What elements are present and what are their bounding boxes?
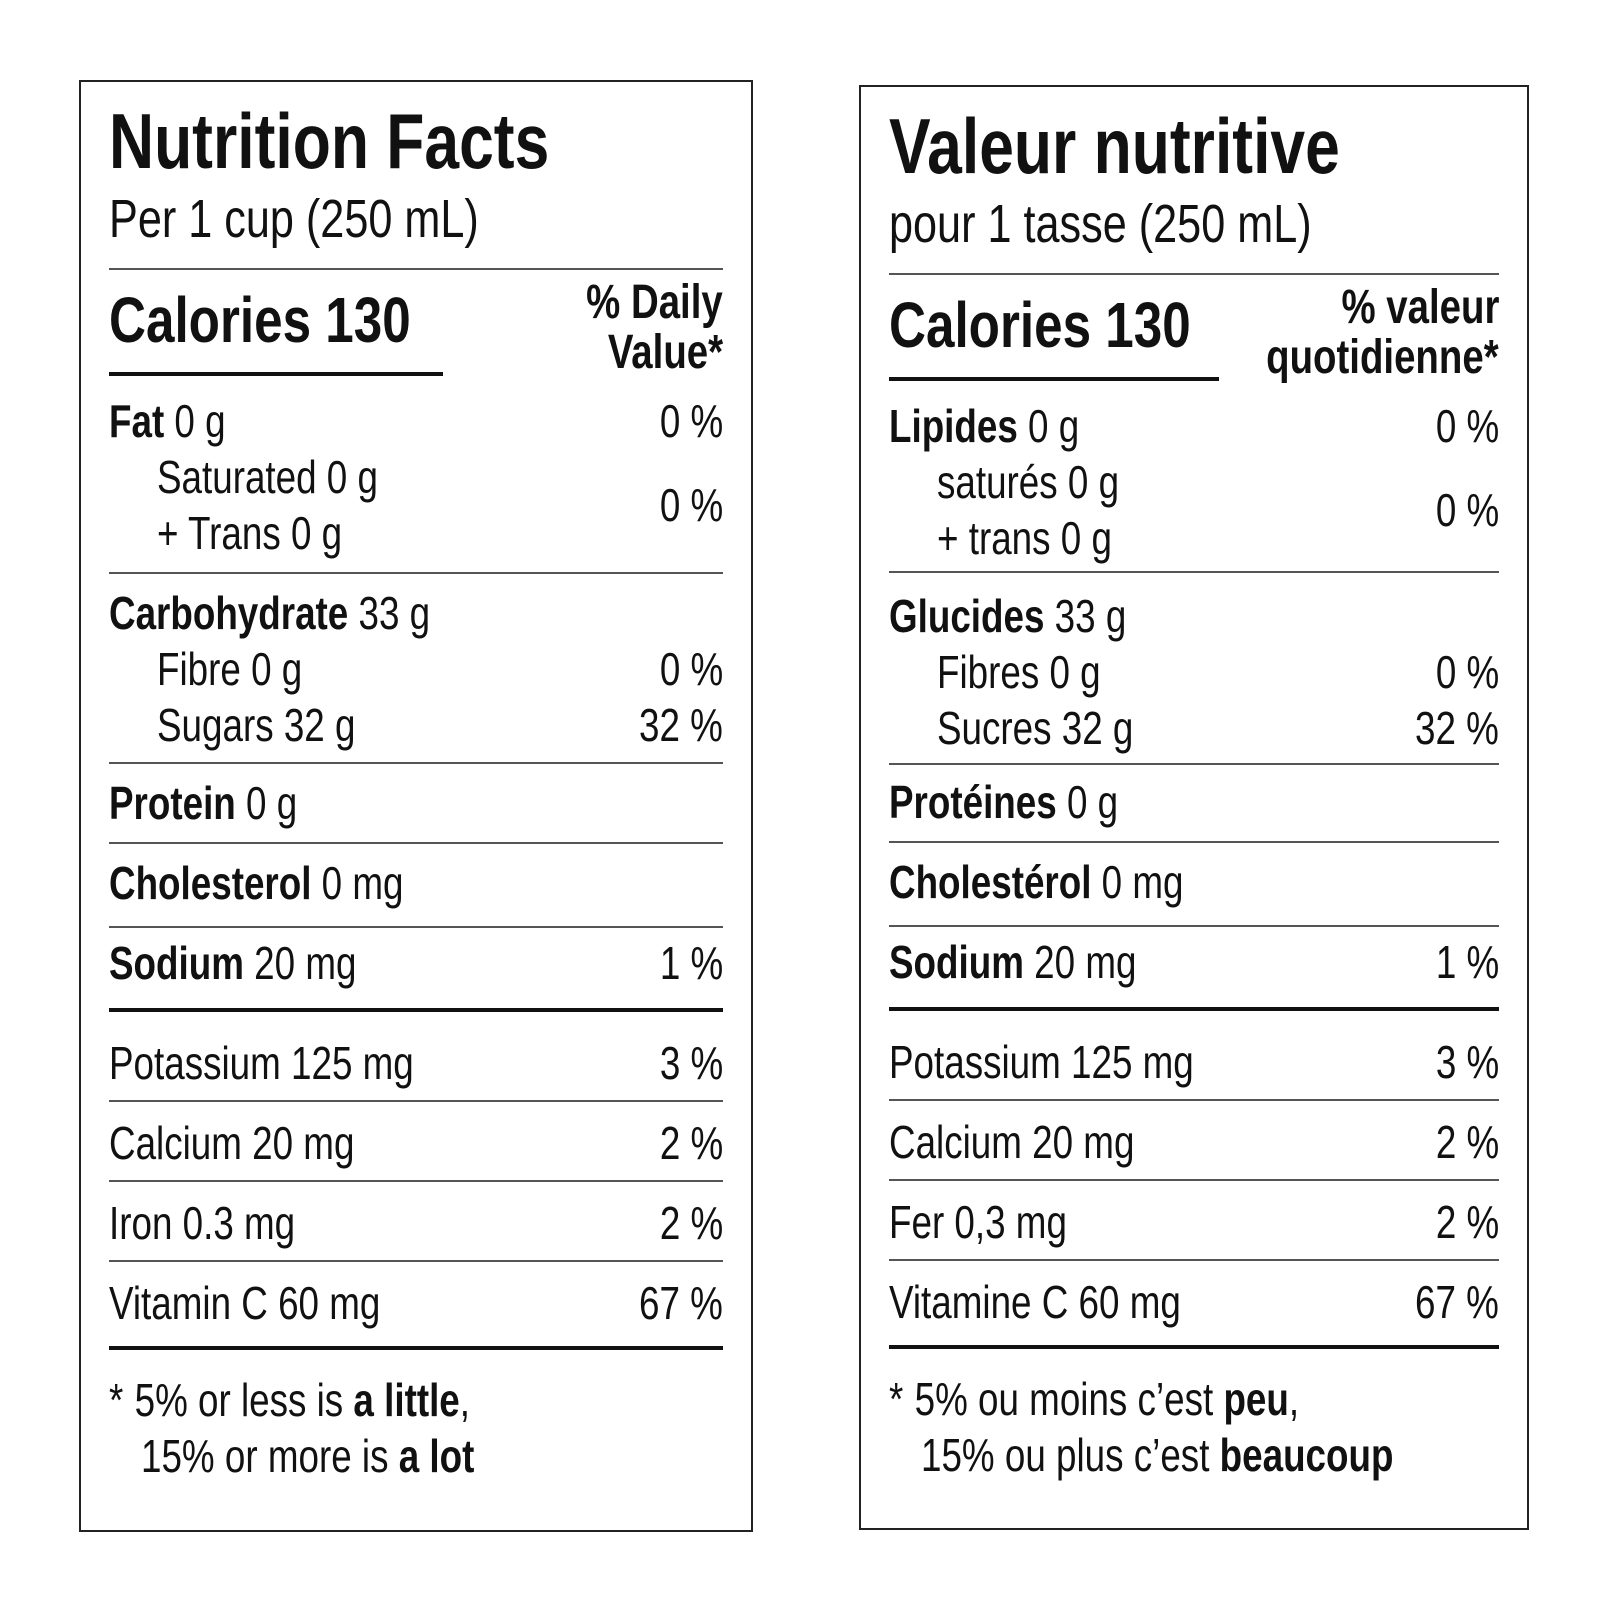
divider xyxy=(109,572,723,574)
divider xyxy=(109,926,723,928)
nutrient-row-potassium: Potassium 125 mg 3 % xyxy=(889,1036,1499,1088)
divider xyxy=(109,762,723,764)
daily-value-header: % valeur quotidienne* xyxy=(1266,281,1499,384)
nutrient-row-satures: saturés 0 g xyxy=(937,456,1120,508)
daily-value-header: % Daily Value* xyxy=(586,276,723,379)
panel-title: Valeur nutritive xyxy=(889,102,1340,190)
nutrient-row-trans: + trans 0 g xyxy=(937,512,1112,564)
nutrient-row-glucides: Glucides 33 g xyxy=(889,590,1127,642)
nutrient-row-saturated: Saturated 0 g xyxy=(157,451,378,503)
nutrient-row-fibre: Fibre 0 g 0 % xyxy=(157,643,723,695)
nutrient-row-potassium: Potassium 125 mg 3 % xyxy=(109,1037,723,1089)
valeur-nutritive-panel-fr: Valeur nutritive pour 1 tasse (250 mL) C… xyxy=(859,85,1529,1530)
nutrient-row-vitamine-c: Vitamine C 60 mg 67 % xyxy=(889,1276,1499,1328)
footnote: * 5% or less is a little, 15% or more is … xyxy=(109,1374,475,1482)
calories-line: Calories 130 xyxy=(109,284,411,356)
nutrient-row-vitamin-c: Vitamin C 60 mg 67 % xyxy=(109,1277,723,1329)
nutrient-row-sodium: Sodium 20 mg 1 % xyxy=(109,937,723,989)
serving-size: Per 1 cup (250 mL) xyxy=(109,189,479,249)
nutrient-row-fat: Fat 0 g 0 % xyxy=(109,395,723,447)
divider xyxy=(109,268,723,270)
nutrient-row-sodium: Sodium 20 mg 1 % xyxy=(889,936,1499,988)
nutrient-row-fibres: Fibres 0 g 0 % xyxy=(937,646,1499,698)
footnote: * 5% ou moins c’est peu, 15% ou plus c’es… xyxy=(889,1373,1394,1481)
divider xyxy=(889,1259,1499,1261)
divider-thick xyxy=(109,1346,723,1350)
nutrient-row-fer: Fer 0,3 mg 2 % xyxy=(889,1196,1499,1248)
calories-underline xyxy=(889,377,1219,381)
nutrition-facts-panel-en: Nutrition Facts Per 1 cup (250 mL) Calor… xyxy=(79,80,753,1532)
saturated-trans-daily-value: 0 % xyxy=(1435,484,1499,536)
divider-thick xyxy=(889,1345,1499,1349)
saturated-trans-daily-value: 0 % xyxy=(659,479,723,531)
nutrient-row-lipides: Lipides 0 g 0 % xyxy=(889,400,1499,452)
divider xyxy=(889,841,1499,843)
divider xyxy=(109,1180,723,1182)
divider-thick xyxy=(889,1007,1499,1011)
nutrient-row-cholesterol: Cholesterol 0 mg xyxy=(109,857,404,909)
nutrient-row-proteines: Protéines 0 g xyxy=(889,776,1119,828)
divider xyxy=(889,1099,1499,1101)
nutrient-row-calcium: Calcium 20 mg 2 % xyxy=(889,1116,1499,1168)
divider xyxy=(889,925,1499,927)
nutrient-row-trans: + Trans 0 g xyxy=(157,507,343,559)
divider xyxy=(109,1100,723,1102)
nutrient-row-carbohydrate: Carbohydrate 33 g xyxy=(109,587,431,639)
divider xyxy=(889,571,1499,573)
divider xyxy=(889,1179,1499,1181)
divider xyxy=(109,842,723,844)
divider xyxy=(889,763,1499,765)
calories-line: Calories 130 xyxy=(889,289,1191,361)
calories-underline xyxy=(109,372,443,376)
divider xyxy=(889,273,1499,275)
nutrient-row-iron: Iron 0.3 mg 2 % xyxy=(109,1197,723,1249)
nutrient-row-calcium: Calcium 20 mg 2 % xyxy=(109,1117,723,1169)
nutrient-row-sugars: Sugars 32 g 32 % xyxy=(157,699,723,751)
serving-size: pour 1 tasse (250 mL) xyxy=(889,194,1312,254)
divider xyxy=(109,1260,723,1262)
nutrient-row-sucres: Sucres 32 g 32 % xyxy=(937,702,1499,754)
nutrient-row-cholesterol: Cholestérol 0 mg xyxy=(889,856,1184,908)
panel-title: Nutrition Facts xyxy=(109,97,550,185)
divider-thick xyxy=(109,1008,723,1012)
nutrient-row-protein: Protein 0 g xyxy=(109,777,298,829)
